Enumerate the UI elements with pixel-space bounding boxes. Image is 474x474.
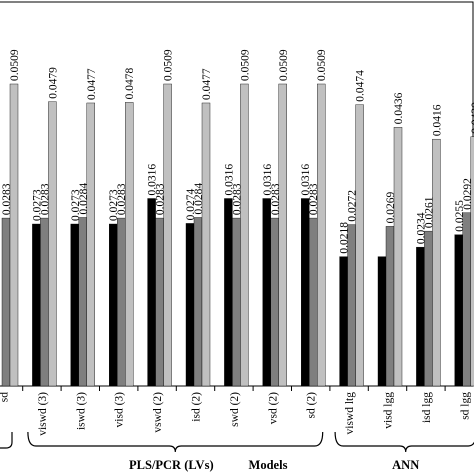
data-label: 0.0218	[339, 222, 351, 254]
x-ticks-layer	[22, 386, 446, 391]
category-label: swd (2)	[229, 392, 241, 427]
x-axis-title: Models	[249, 458, 288, 472]
group-brackets-layer: PLS/PCR (LVs) ANN	[0, 431, 474, 472]
bar	[462, 212, 471, 387]
group-label: ANN	[392, 458, 419, 472]
data-label: 0.0273	[31, 189, 43, 221]
data-label: 0.0261	[423, 196, 435, 228]
category-label: visd (3)	[114, 392, 126, 428]
bar	[339, 256, 348, 387]
data-label: 0.0273	[70, 189, 82, 221]
group-bracket	[334, 431, 474, 453]
data-label: 0.0283	[155, 183, 167, 215]
data-label: 0.0436	[393, 92, 405, 124]
bar	[424, 230, 433, 387]
category-label: iswd (3)	[75, 392, 87, 430]
category-label: visd lgg	[383, 392, 395, 429]
bar	[232, 217, 241, 387]
bar	[32, 223, 41, 387]
category-label: vsd (2)	[267, 392, 279, 424]
data-label: 0.0234	[415, 212, 427, 244]
data-label: 0.0284	[193, 183, 205, 215]
bar	[116, 217, 126, 387]
bar	[309, 217, 318, 387]
category-label: isd lgg	[421, 392, 433, 423]
category-label: sd lgg	[459, 392, 471, 420]
bar	[377, 256, 387, 387]
bar	[301, 198, 310, 387]
bar	[155, 217, 164, 387]
group-label: PLS/PCR (LVs)	[129, 458, 214, 472]
bar	[416, 246, 425, 387]
data-label: 0.0509	[239, 49, 251, 81]
data-label: 0.0255	[454, 200, 466, 232]
data-label: 0.0292	[462, 178, 474, 210]
category-label: viswd ltg	[344, 392, 356, 435]
bar	[9, 83, 19, 387]
data-label: 0.0474	[355, 70, 367, 102]
data-label: 0.0478	[124, 68, 136, 100]
bar	[224, 198, 233, 387]
bar	[278, 83, 287, 387]
bar	[124, 102, 134, 387]
bar	[193, 217, 203, 387]
data-label: 0.0283	[270, 183, 282, 215]
bar	[262, 198, 271, 387]
data-label: 0.0509	[316, 49, 328, 81]
data-label: 0.0283	[308, 183, 320, 215]
bar	[1, 217, 11, 387]
category-label: vswd (2)	[152, 392, 164, 433]
value-labels-layer: 0.02830.05090.02730.02830.04790.02730.02…	[1, 49, 474, 254]
group-bracket	[0, 432, 13, 449]
data-label: 0.0316	[147, 164, 159, 196]
data-label: 0.0283	[1, 183, 13, 215]
data-label: 0.0283	[116, 183, 128, 215]
data-label: 0.0316	[300, 164, 312, 196]
data-label: 0.0509	[278, 49, 290, 81]
bar	[78, 217, 88, 387]
category-label: sd (2)	[306, 392, 318, 419]
bar	[270, 217, 279, 387]
bar	[147, 198, 156, 387]
bar	[86, 102, 96, 387]
data-label: 0.0316	[223, 164, 235, 196]
bar	[40, 217, 49, 387]
data-label: 0.0416	[431, 104, 443, 136]
bar	[454, 234, 463, 387]
category-label: isd (2)	[191, 392, 203, 422]
data-label: 0.0477	[201, 68, 213, 100]
data-label: 0.0284	[78, 183, 90, 215]
bar	[185, 223, 195, 387]
bars-layer	[1, 83, 474, 387]
data-label: 0.0283	[39, 183, 51, 215]
bar	[432, 138, 441, 387]
data-label: 0.0269	[385, 192, 397, 224]
data-label: 0.0479	[47, 67, 59, 99]
bar	[201, 102, 211, 387]
category-labels-layer: sd viswd (3) iswd (3) visd (3) vswd (2) isd (…	[0, 392, 471, 436]
data-label: 0.0272	[347, 190, 359, 222]
data-label: 0.0477	[86, 68, 98, 100]
category-label: viswd (3)	[37, 392, 49, 436]
bar	[108, 223, 118, 387]
bar	[70, 223, 80, 387]
data-label: 0.0316	[262, 164, 274, 196]
bar	[355, 104, 364, 387]
bar	[470, 136, 474, 387]
data-label: 0.0509	[9, 49, 21, 81]
bar	[240, 83, 249, 387]
bar	[317, 83, 326, 387]
data-label: 0.0420	[470, 102, 474, 134]
data-label: 0.0273	[108, 189, 120, 221]
data-label: 0.0283	[231, 183, 243, 215]
group-bracket	[27, 431, 324, 453]
bar	[48, 101, 57, 387]
data-label: 0.0274	[185, 189, 197, 221]
data-label: 0.0509	[163, 49, 175, 81]
bar	[163, 83, 172, 387]
bar	[385, 226, 395, 387]
category-label: sd	[0, 392, 11, 402]
bar	[393, 127, 403, 387]
